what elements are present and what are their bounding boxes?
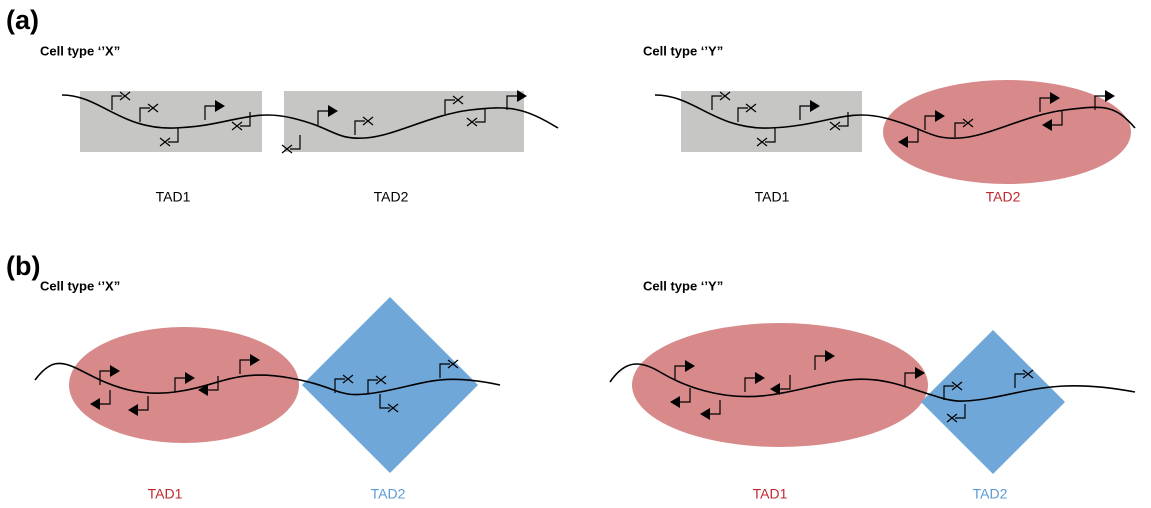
promoter-arrow	[1105, 90, 1115, 102]
cell-title: Cell type ‘’Y”	[643, 43, 723, 58]
tad-label: TAD1	[148, 486, 183, 502]
tad-ellipse	[69, 327, 299, 443]
figure: (a) Cell type ‘’X” Cell type ‘’Y” TAD1 T…	[0, 0, 1151, 508]
tad-box	[80, 91, 262, 152]
tad-label: TAD1	[156, 189, 191, 205]
tad-label: TAD1	[753, 486, 788, 502]
cell-title: Cell type ‘’X”	[40, 43, 120, 58]
panel-label: (a)	[6, 5, 39, 35]
panel-label: (b)	[6, 251, 40, 281]
tad-box	[284, 91, 524, 152]
tad-label: TAD2	[973, 486, 1008, 502]
cell-title: Cell type ‘’X”	[40, 278, 120, 293]
tad-label: TAD2	[374, 189, 409, 205]
cell-title: Cell type ‘’Y”	[643, 278, 723, 293]
tad-label: TAD1	[755, 189, 790, 205]
tad-ellipse	[883, 80, 1131, 184]
tad-diamond	[921, 330, 1065, 474]
tad-diamond	[302, 297, 478, 473]
tad-label: TAD2	[371, 486, 406, 502]
tad-label: TAD2	[986, 189, 1021, 205]
tad-box	[681, 91, 862, 152]
